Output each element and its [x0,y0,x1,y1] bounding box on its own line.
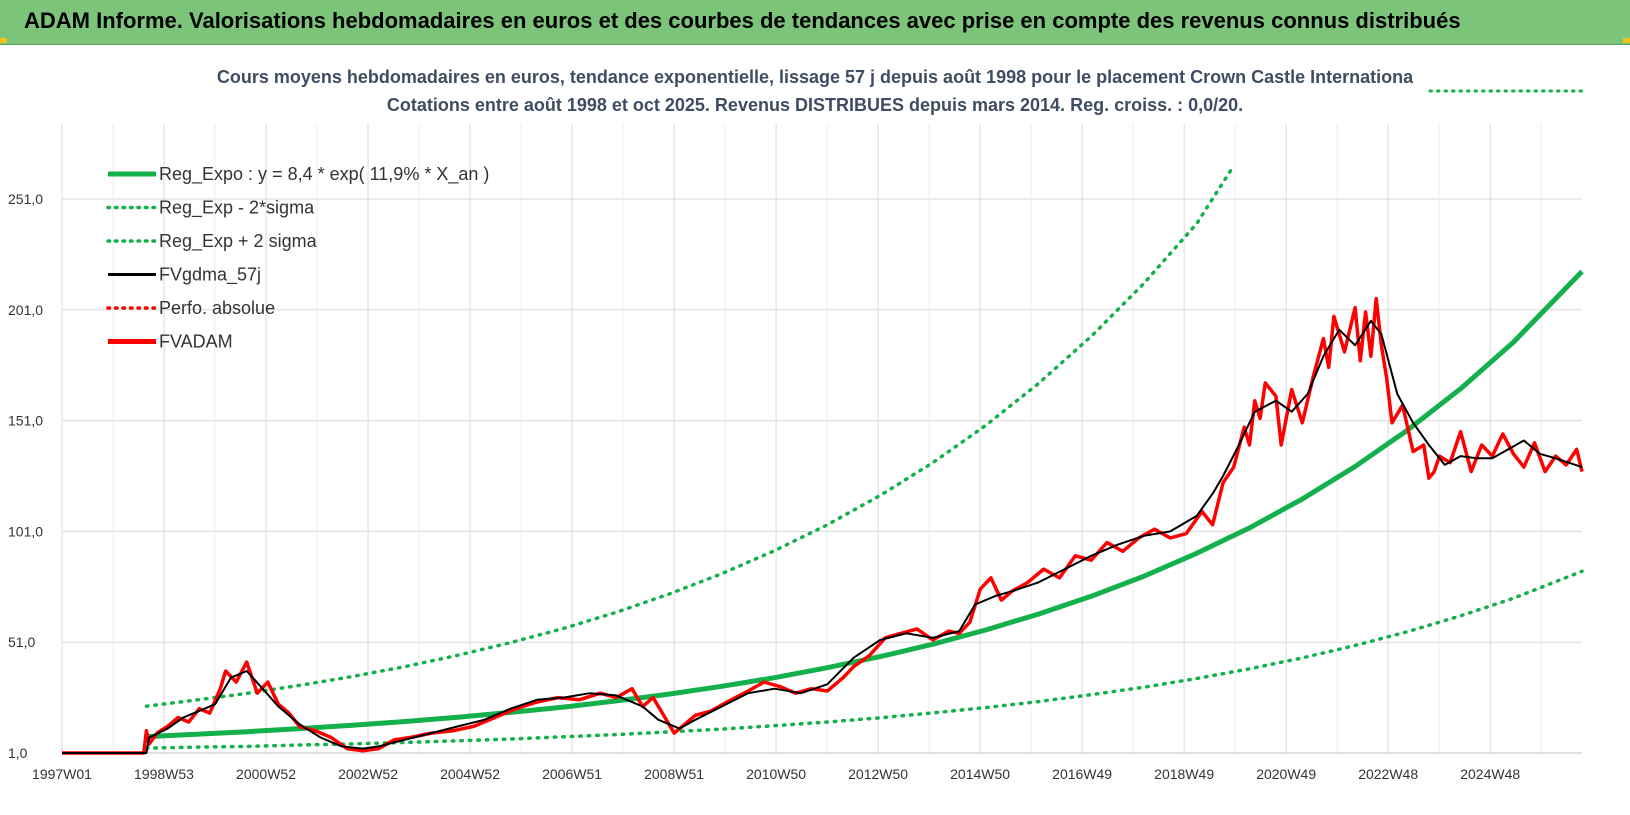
series-lines [62,164,1584,755]
x-tick-label: 2016W49 [1052,766,1112,782]
x-tick-label: 2004W52 [440,766,500,782]
x-tick-label: 2020W49 [1256,766,1316,782]
legend-label: Reg_Exp - 2*sigma [159,198,315,219]
x-tick-label: 2014W50 [950,766,1010,782]
corner-mark-right [1623,38,1630,43]
x-axis-ticks: 1997W01 1998W53 2000W52 2002W52 2004W52 2006W… [32,766,1520,782]
y-tick-label: 201,0 [8,302,43,318]
legend-label: FVADAM [159,332,233,352]
line-chart: Cours moyens hebdomadaires en euros, ten… [8,67,1584,782]
x-tick-label: 2018W49 [1154,766,1214,782]
x-tick-label: 1997W01 [32,766,92,782]
x-tick-label: 2000W52 [236,766,296,782]
y-tick-label: 251,0 [8,191,43,207]
y-tick-label: 101,0 [8,523,43,539]
x-tick-label: 2024W48 [1460,766,1520,782]
y-tick-label: 151,0 [8,413,43,429]
report-title: ADAM Informe. Valorisations hebdomadaire… [24,8,1461,33]
report-banner: ADAM Informe. Valorisations hebdomadaire… [0,0,1630,45]
corner-mark-left [0,38,7,43]
x-tick-label: 2008W51 [644,766,704,782]
y-tick-label: 51,0 [8,634,35,650]
chart-subtitle-line-2: Cotations entre août 1998 et oct 2025. R… [387,95,1243,115]
legend-label: Perfo. absolue [159,298,275,318]
series-line-3 [62,319,1583,754]
x-tick-label: 2006W51 [542,766,602,782]
y-tick-label: 1,0 [8,745,28,761]
legend-label: FVgdma_57j [159,265,261,286]
chart-subtitle-line-1: Cours moyens hebdomadaires en euros, ten… [217,67,1414,87]
x-tick-label: 2022W48 [1358,766,1418,782]
series-line-1 [144,569,1584,750]
series-line-2 [144,164,1236,708]
x-tick-label: 1998W53 [134,766,194,782]
legend-label: Reg_Exp + 2 sigma [159,231,318,252]
gridlines [61,124,1582,754]
x-tick-label: 2002W52 [338,766,398,782]
series-line-0 [146,269,1584,740]
x-tick-label: 2010W50 [746,766,806,782]
legend: Reg_Expo : y = 8,4 * exp( 11,9% * X_an )… [106,89,1584,352]
legend-label: Reg_Expo : y = 8,4 * exp( 11,9% * X_an ) [159,164,489,185]
x-tick-label: 2012W50 [848,766,908,782]
series-line-5 [62,296,1584,755]
y-axis-ticks: 1,0 51,0 101,0 151,0 201,0 251,0 [8,191,43,761]
